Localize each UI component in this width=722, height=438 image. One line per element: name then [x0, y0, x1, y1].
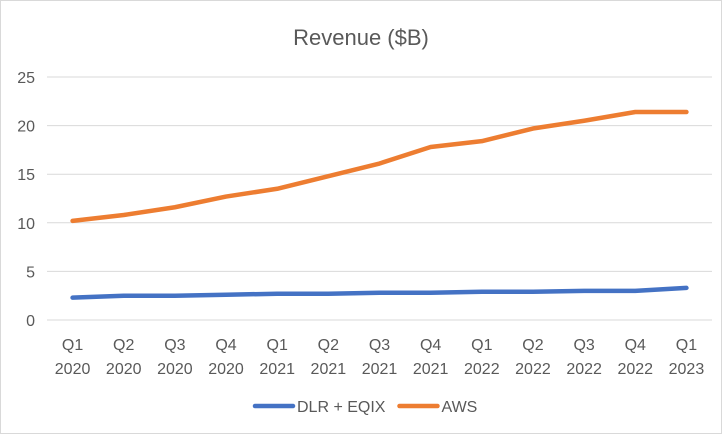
y-tick-label: 5 [26, 264, 35, 281]
x-tick-label: Q1 [676, 337, 697, 354]
x-tick-label: Q2 [522, 337, 543, 354]
x-tick-label: 2023 [669, 361, 705, 378]
x-tick-label: Q1 [62, 337, 83, 354]
x-tick-label: 2020 [106, 361, 142, 378]
x-tick-label: Q2 [113, 337, 134, 354]
x-tick-label: 2021 [413, 361, 449, 378]
legend-label: AWS [441, 399, 477, 416]
y-tick-label: 25 [17, 70, 35, 87]
y-tick-label: 20 [17, 119, 35, 136]
x-tick-label: 2022 [566, 361, 602, 378]
x-tick-label: Q1 [471, 337, 492, 354]
y-tick-label: 15 [17, 167, 35, 184]
y-tick-label: 10 [17, 216, 35, 233]
x-tick-label: Q4 [420, 337, 441, 354]
x-tick-label: Q3 [573, 337, 594, 354]
x-tick-label: Q4 [215, 337, 236, 354]
x-tick-label: Q4 [625, 337, 646, 354]
x-tick-label: 2020 [208, 361, 244, 378]
y-tick-label: 0 [26, 313, 35, 330]
x-tick-label: Q3 [369, 337, 390, 354]
x-tick-label: Q3 [164, 337, 185, 354]
legend-label: DLR + EQIX [297, 399, 386, 416]
x-tick-label: 2022 [464, 361, 500, 378]
chart-title: Revenue ($B) [293, 25, 429, 50]
x-tick-label: 2022 [515, 361, 551, 378]
x-tick-label: 2021 [311, 361, 347, 378]
series-line-aws [70, 109, 689, 224]
x-tick-label: Q2 [318, 337, 339, 354]
x-tick-label: 2021 [362, 361, 398, 378]
x-tick-label: 2022 [617, 361, 653, 378]
series-line-dlr-eqix [70, 285, 689, 300]
x-tick-label: 2020 [157, 361, 193, 378]
x-tick-label: 2020 [55, 361, 91, 378]
x-tick-label: Q1 [267, 337, 288, 354]
x-tick-label: 2021 [259, 361, 295, 378]
